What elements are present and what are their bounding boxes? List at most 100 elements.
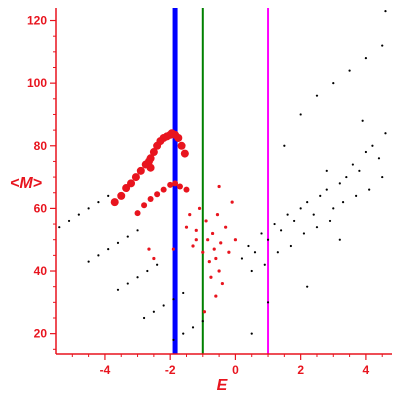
point-s2-20 bbox=[224, 225, 228, 229]
point-s3-15 bbox=[146, 269, 149, 273]
point-s0-1 bbox=[117, 191, 126, 200]
point-s3-19 bbox=[162, 304, 165, 307]
point-s3-4 bbox=[97, 201, 100, 204]
y-tick-label: 60 bbox=[34, 201, 48, 215]
point-s2-12 bbox=[209, 275, 213, 279]
point-s2-2 bbox=[171, 247, 176, 251]
point-s1-5 bbox=[167, 181, 174, 188]
point-s3-11 bbox=[136, 229, 139, 232]
point-s4-37 bbox=[348, 69, 351, 72]
point-s4-2 bbox=[253, 251, 257, 254]
point-s3-21 bbox=[182, 291, 185, 295]
point-s3-23 bbox=[182, 332, 185, 335]
point-s4-14 bbox=[332, 207, 335, 210]
point-s4-10 bbox=[306, 201, 309, 204]
point-s4-23 bbox=[250, 269, 253, 273]
point-s1-0 bbox=[134, 210, 141, 217]
point-s3-17 bbox=[142, 316, 146, 320]
point-s1-1 bbox=[141, 202, 148, 209]
point-s2-10 bbox=[206, 238, 210, 242]
point-s4-18 bbox=[358, 169, 361, 172]
point-s4-34 bbox=[299, 113, 302, 116]
point-s1-8 bbox=[183, 186, 190, 193]
y-tick-label: 80 bbox=[34, 139, 48, 153]
point-s4-12 bbox=[319, 194, 322, 197]
point-s4-41 bbox=[283, 144, 286, 147]
point-s4-24 bbox=[263, 263, 266, 266]
point-s3-20 bbox=[172, 298, 175, 301]
y-tick-label: 100 bbox=[27, 76, 47, 90]
point-s2-11 bbox=[207, 260, 211, 264]
point-s4-29 bbox=[328, 219, 332, 223]
point-s4-19 bbox=[364, 150, 368, 154]
point-s3-3 bbox=[87, 207, 90, 210]
y-tick-label: 20 bbox=[34, 327, 48, 341]
point-s4-25 bbox=[276, 251, 279, 254]
point-s4-40 bbox=[384, 10, 387, 13]
point-s0-8 bbox=[149, 148, 158, 157]
point-s4-7 bbox=[286, 213, 289, 216]
point-s4-47 bbox=[361, 119, 364, 122]
point-s3-25 bbox=[201, 320, 204, 323]
point-s4-36 bbox=[332, 82, 335, 85]
point-s4-35 bbox=[315, 94, 319, 97]
point-s2-1 bbox=[152, 256, 156, 261]
point-s4-42 bbox=[306, 285, 309, 288]
point-s4-46 bbox=[325, 169, 328, 172]
point-s2-17 bbox=[217, 269, 221, 273]
point-s3-10 bbox=[126, 235, 129, 238]
point-s3-6 bbox=[87, 260, 90, 263]
point-s0-18 bbox=[180, 149, 189, 158]
point-s4-17 bbox=[351, 163, 354, 166]
point-s4-9 bbox=[299, 207, 302, 210]
point-s1-6 bbox=[172, 180, 179, 187]
point-s2-9 bbox=[204, 219, 208, 223]
point-s2-7 bbox=[197, 206, 202, 210]
point-s0-4 bbox=[131, 173, 140, 182]
point-s3-18 bbox=[152, 310, 155, 313]
point-s4-4 bbox=[266, 238, 270, 241]
point-s2-25 bbox=[202, 310, 207, 314]
point-s3-7 bbox=[97, 254, 100, 257]
point-s4-20 bbox=[371, 144, 374, 147]
point-s4-8 bbox=[293, 219, 296, 223]
point-s4-1 bbox=[247, 244, 250, 248]
y-tick-label: 40 bbox=[34, 264, 48, 278]
vertical-reference-lines bbox=[172, 8, 270, 354]
point-s4-5 bbox=[273, 222, 276, 226]
x-tick-label: -4 bbox=[100, 363, 111, 377]
point-s0-0 bbox=[110, 198, 119, 207]
point-s1-3 bbox=[154, 191, 161, 198]
point-s4-13 bbox=[325, 188, 328, 191]
point-s2-26 bbox=[194, 238, 198, 242]
point-s0-5 bbox=[136, 166, 145, 175]
point-s0-17 bbox=[177, 141, 186, 150]
point-s2-14 bbox=[212, 247, 216, 251]
tick-marks-and-labels: -4 -2 0 2 4 20 40 60 80 100 120 bbox=[27, 14, 383, 377]
point-s2-24 bbox=[214, 294, 218, 298]
point-s2-16 bbox=[215, 213, 220, 217]
point-s1-7 bbox=[176, 183, 183, 190]
point-s2-18 bbox=[219, 241, 223, 245]
point-s3-0 bbox=[58, 226, 61, 229]
data-points bbox=[58, 10, 387, 342]
point-s4-39 bbox=[381, 44, 384, 47]
point-s4-0 bbox=[240, 257, 244, 260]
point-s4-26 bbox=[289, 244, 292, 248]
point-s0-20 bbox=[144, 157, 153, 166]
point-s3-22 bbox=[172, 338, 175, 342]
point-s0-16 bbox=[174, 133, 183, 142]
point-s2-19 bbox=[220, 281, 224, 286]
point-s4-22 bbox=[384, 132, 387, 135]
point-s2-13 bbox=[210, 231, 215, 236]
point-s2-6 bbox=[194, 228, 198, 232]
point-s2-23 bbox=[233, 238, 238, 242]
point-s4-33 bbox=[381, 175, 384, 179]
point-s4-11 bbox=[312, 213, 315, 216]
point-s3-14 bbox=[136, 276, 139, 279]
x-tick-label: -2 bbox=[165, 363, 176, 377]
point-s3-13 bbox=[126, 282, 129, 285]
y-tick-label: 120 bbox=[27, 14, 47, 28]
point-s3-16 bbox=[156, 263, 159, 266]
